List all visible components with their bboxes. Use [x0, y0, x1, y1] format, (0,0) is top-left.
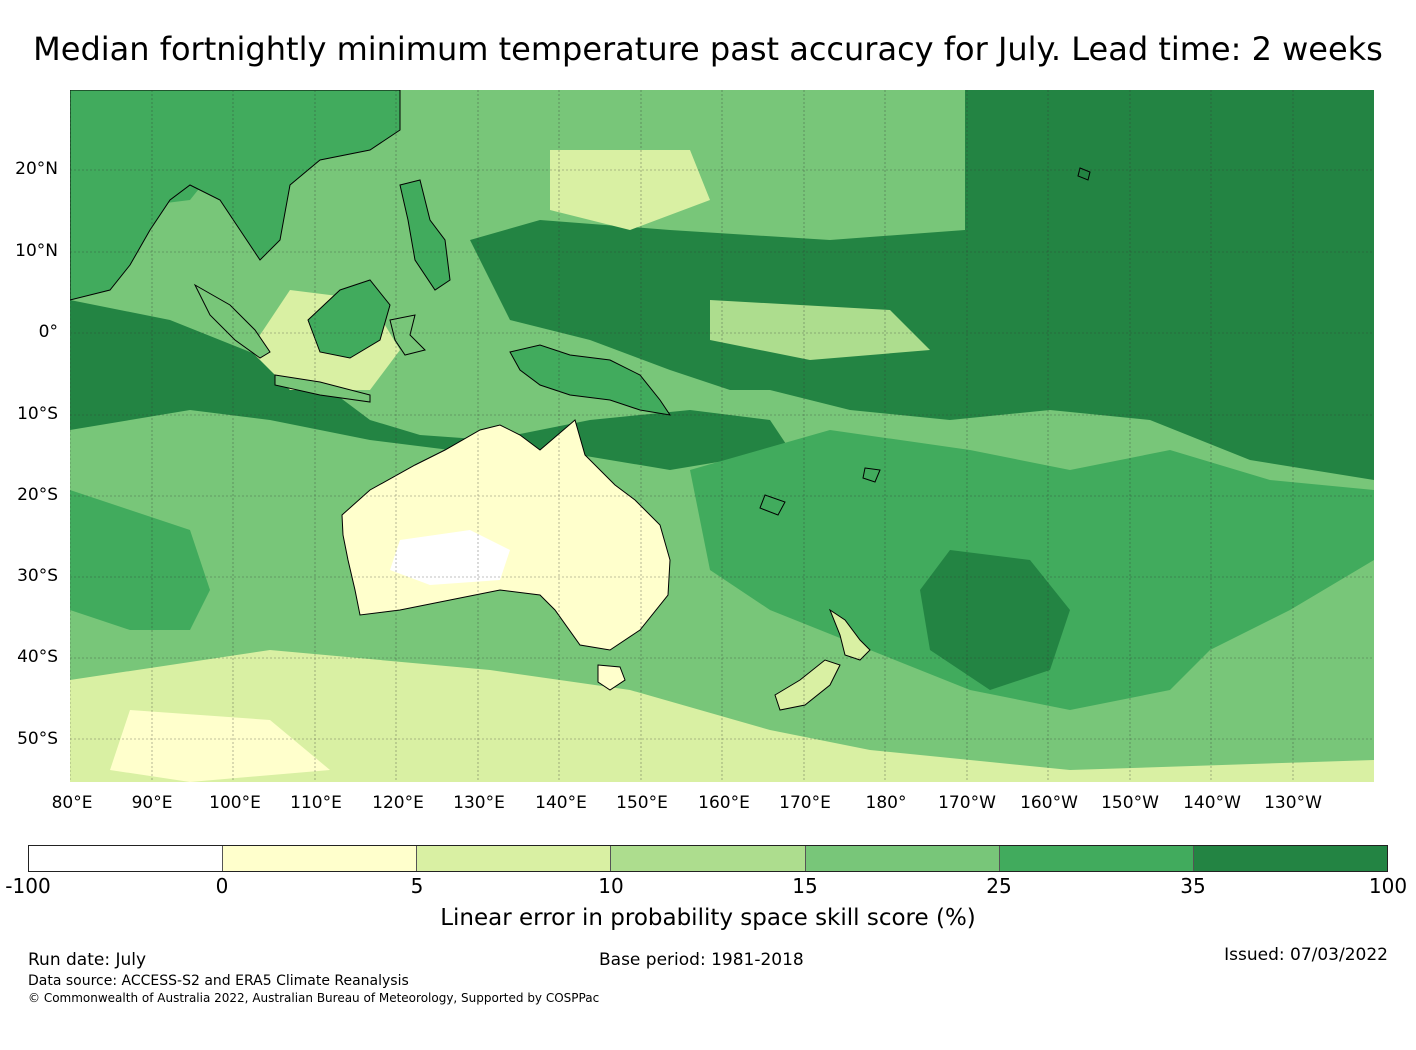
lon-label-180: 180° — [865, 793, 907, 813]
skill-field-indian — [70, 490, 210, 630]
colorbar-tick: 35 — [1180, 874, 1206, 898]
australia-landmass — [341, 419, 671, 651]
new-caledonia — [759, 494, 786, 516]
java — [274, 374, 371, 403]
lon-label-160e: 160°E — [698, 793, 750, 813]
lat-label-10s: 10°S — [17, 404, 58, 424]
colorbar-segment — [999, 846, 1194, 871]
fiji — [862, 467, 881, 483]
skill-score-map — [70, 90, 1374, 782]
skill-field-tasman-dark — [920, 550, 1070, 690]
lat-label-equator: 0° — [38, 322, 58, 342]
copyright: © Commonwealth of Australia 2022, Austra… — [28, 991, 600, 1005]
graticule — [70, 90, 1374, 782]
lat-label-30s: 30°S — [17, 566, 58, 586]
lat-label-50s: 50°S — [17, 729, 58, 749]
colorbar-segment — [223, 846, 418, 871]
lon-label-160w: 160°W — [1020, 793, 1078, 813]
lon-label-90e: 90°E — [131, 793, 173, 813]
skill-field-dark-band — [70, 300, 790, 470]
colorbar-tick: -100 — [5, 874, 51, 898]
borneo — [307, 279, 391, 359]
tasmania — [597, 664, 626, 691]
colorbar-tick: 10 — [598, 874, 624, 898]
skill-field-equator-light — [710, 300, 930, 360]
lat-label-20n: 20°N — [15, 159, 58, 179]
lon-label-110e: 110°E — [290, 793, 342, 813]
colorbar-tick: 100 — [1368, 874, 1408, 898]
lon-label-170w: 170°W — [938, 793, 996, 813]
sulawesi — [389, 314, 426, 356]
skill-field-south-lightest — [110, 710, 330, 782]
philippines — [399, 179, 451, 291]
colorbar-tick: 0 — [215, 874, 229, 898]
run-date: Run date: July — [28, 950, 147, 970]
lat-label-40s: 40°S — [17, 647, 58, 667]
lon-label-170e: 170°E — [779, 793, 831, 813]
colorbar-segment — [1193, 846, 1387, 871]
map-title: Median fortnightly minimum temperature p… — [33, 30, 1383, 68]
colorbar-segment — [611, 846, 806, 871]
nz-north-island — [828, 608, 871, 661]
lon-label-80e: 80°E — [51, 793, 93, 813]
colorbar-segment — [805, 846, 1000, 871]
colorbar-segment — [417, 846, 612, 871]
nz-south-island — [774, 659, 841, 711]
colorbar-segment — [29, 846, 224, 871]
lon-label-130e: 130°E — [453, 793, 505, 813]
lat-label-10n: 10°N — [15, 241, 58, 261]
lon-label-140e: 140°E — [535, 793, 587, 813]
lon-label-150w: 150°W — [1101, 793, 1159, 813]
lat-label-20s: 20°S — [17, 485, 58, 505]
asian-mainland — [70, 90, 401, 301]
lon-label-130w: 130°W — [1264, 793, 1322, 813]
australia-interior-negative — [390, 530, 510, 585]
base-period: Base period: 1981-2018 — [599, 950, 804, 970]
hawaii — [1077, 167, 1091, 181]
issued-date: Issued: 07/03/2022 — [1224, 945, 1388, 965]
map-canvas — [70, 90, 1374, 782]
lon-label-100e: 100°E — [209, 793, 261, 813]
lon-label-120e: 120°E — [372, 793, 424, 813]
lon-label-150e: 150°E — [616, 793, 668, 813]
colorbar-tick: 15 — [792, 874, 818, 898]
lon-label-140w: 140°W — [1183, 793, 1241, 813]
colorbar-label: Linear error in probability space skill … — [440, 905, 976, 931]
colorbar — [28, 845, 1388, 872]
data-source: Data source: ACCESS-S2 and ERA5 Climate … — [28, 973, 409, 989]
sumatra — [193, 283, 271, 359]
colorbar-tick: 25 — [986, 874, 1012, 898]
skill-field-dark-north — [470, 90, 1374, 480]
colorbar-tick: 5 — [410, 874, 424, 898]
